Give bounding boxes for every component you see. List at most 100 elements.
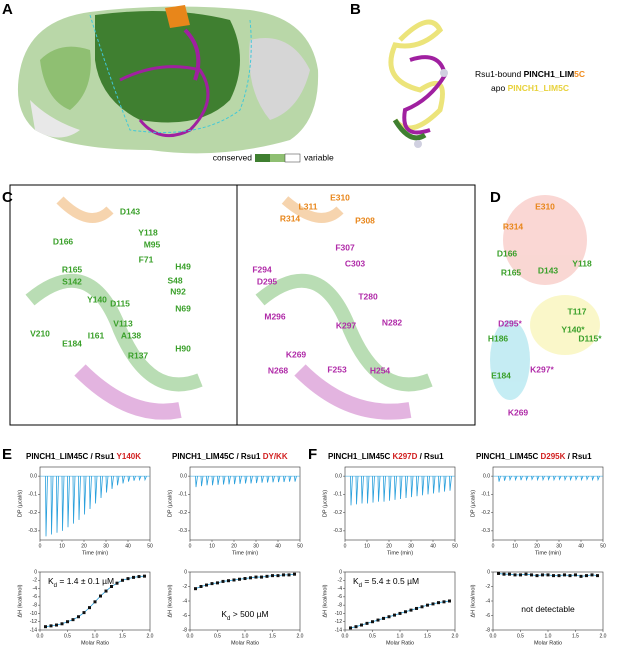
- data-point: [508, 572, 511, 576]
- injection-peak: [72, 476, 76, 524]
- plot-frame: [344, 466, 456, 541]
- injection-peak: [536, 475, 540, 482]
- injection-peak: [514, 475, 518, 482]
- residue-label: F294: [252, 264, 272, 274]
- x-tick-label: 40: [125, 543, 131, 549]
- y-tick-label: -0.1: [178, 492, 187, 498]
- residue-label: Y140: [87, 294, 107, 304]
- data-point: [376, 618, 380, 622]
- injection-peak: [89, 476, 92, 509]
- injection-peak: [383, 476, 386, 502]
- caption-part: PINCH1_LIM5C: [508, 83, 569, 93]
- injection-peak: [127, 476, 131, 482]
- x-tick-label: 0.5: [369, 633, 376, 639]
- interaction-diagram: [490, 195, 600, 400]
- y-tick-label: -12: [30, 619, 37, 625]
- data-point: [282, 573, 285, 577]
- injection-peak: [144, 475, 147, 482]
- injection-peak: [228, 476, 231, 485]
- x-tick-label: 40: [275, 543, 281, 549]
- annotation-part: not detectable: [521, 604, 575, 614]
- data-point: [271, 574, 274, 578]
- y-tick-label: -0.1: [333, 492, 342, 498]
- residue-label: N282: [382, 317, 403, 327]
- injection-peak: [503, 476, 507, 481]
- x-tick-label: 40: [430, 543, 436, 549]
- data-point: [398, 611, 402, 615]
- y-tick-label: -8: [486, 627, 491, 633]
- data-point: [143, 574, 146, 578]
- injection-peak: [255, 476, 259, 484]
- data-point: [216, 581, 219, 585]
- residue-label: F71: [139, 254, 154, 264]
- x-tick-label: 1.5: [572, 633, 579, 639]
- data-point: [110, 585, 113, 588]
- y-tick-label: 0: [184, 569, 187, 575]
- x-tick-label: 0.0: [187, 633, 194, 639]
- data-point: [530, 573, 533, 577]
- injection-peak: [542, 475, 545, 482]
- panel-label: C: [2, 189, 13, 206]
- x-axis-label: Molar Ratio: [534, 640, 562, 645]
- residue-label: S48: [167, 275, 182, 285]
- data-point: [420, 605, 424, 609]
- injection-peak: [195, 476, 198, 488]
- y-tick-label: -6: [486, 613, 491, 619]
- y-tick-label: 0: [34, 569, 37, 575]
- data-point: [293, 572, 296, 576]
- x-tick-label: 1.0: [545, 633, 552, 639]
- x-tick-label: 1.5: [269, 633, 276, 639]
- y-axis-label: DP (µcal/s): [470, 490, 476, 517]
- data-point: [426, 603, 429, 607]
- y-tick-label: -8: [183, 627, 188, 633]
- ribbon-render: [388, 19, 448, 148]
- y-tick-label: -0.2: [481, 510, 490, 516]
- data-point: [513, 573, 517, 577]
- data-point: [409, 608, 413, 612]
- x-tick-label: 0: [189, 543, 192, 549]
- data-point: [568, 574, 572, 578]
- y-axis-label: ΔH (kcal/mol): [17, 584, 23, 617]
- y-tick-label: -2: [338, 578, 343, 584]
- y-tick-label: -0.3: [481, 528, 490, 534]
- injection-peak: [138, 475, 142, 482]
- residue-label: D115*: [578, 333, 602, 343]
- injection-peak: [498, 476, 501, 482]
- annotation-part: K: [221, 609, 227, 619]
- injection-peak: [233, 476, 237, 485]
- injection-peak: [78, 476, 81, 520]
- y-tick-label: -4: [338, 586, 343, 592]
- y-tick-label: -10: [30, 611, 37, 617]
- annotation-part: = 5.4 ± 0.5 µM: [362, 576, 419, 586]
- y-tick-label: -0.2: [178, 510, 187, 516]
- residue-label: D295*: [498, 318, 522, 328]
- residue-label: K297*: [530, 364, 554, 374]
- injection-peak: [355, 476, 359, 505]
- residue-label: R137: [128, 350, 149, 360]
- x-tick-label: 0: [344, 543, 347, 549]
- data-point: [104, 589, 108, 593]
- y-tick-label: -4: [33, 586, 38, 592]
- residue-label: V113: [113, 318, 133, 328]
- legend-label: variable: [304, 152, 334, 162]
- injection-peak: [416, 476, 419, 497]
- annotation: Kd > 500 µM: [221, 609, 268, 621]
- injection-peak: [553, 475, 556, 482]
- residue-label: K297: [336, 320, 357, 330]
- data-point: [360, 623, 363, 627]
- x-tick-label: 10: [512, 543, 518, 549]
- injection-peak: [266, 476, 270, 483]
- data-point: [404, 610, 407, 614]
- injection-peak: [580, 475, 584, 482]
- y-tick-label: 0.0: [335, 473, 342, 479]
- residue-label: K269: [508, 407, 529, 417]
- caption-line: apo PINCH1_LIM5C: [491, 83, 569, 93]
- caption-part: PINCH1_LIM: [524, 69, 575, 79]
- residue-label: V210: [30, 328, 50, 338]
- data-point: [563, 573, 566, 577]
- injection-peak: [105, 476, 109, 493]
- data-point: [431, 602, 435, 606]
- data-point: [44, 625, 47, 629]
- residue-label: D295: [257, 276, 278, 286]
